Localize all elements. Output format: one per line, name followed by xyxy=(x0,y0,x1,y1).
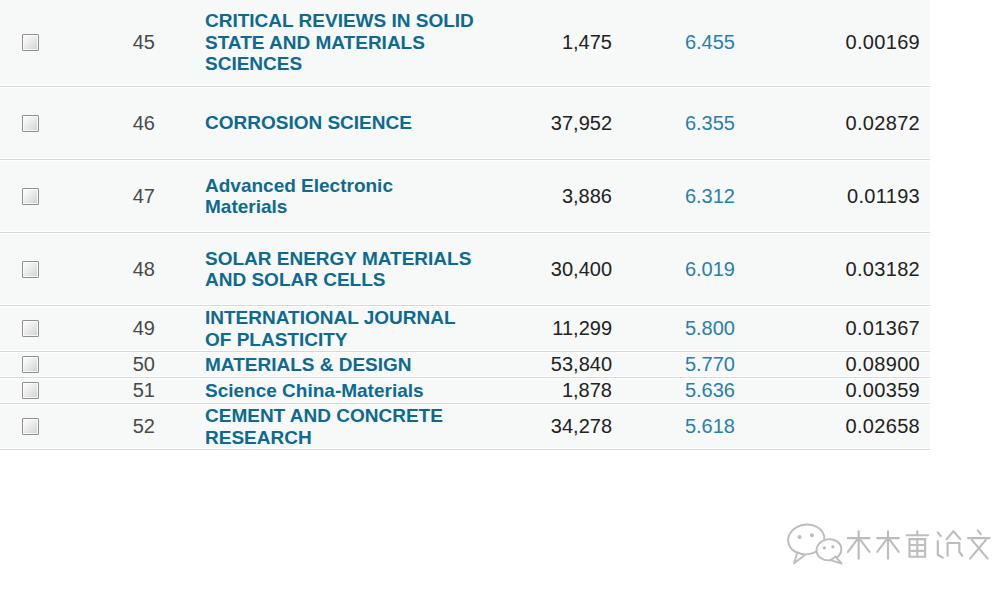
journal-name-cell: CEMENT AND CONCRETE RESEARCH xyxy=(205,405,505,448)
row-checkbox[interactable] xyxy=(22,261,39,278)
row-checkbox[interactable] xyxy=(22,34,39,51)
journal-table: 45 CRITICAL REVIEWS IN SOLID STATE AND M… xyxy=(0,0,930,450)
impact-factor-cell: 5.636 xyxy=(612,379,735,402)
row-divider xyxy=(0,159,930,160)
impact-factor-link[interactable]: 5.800 xyxy=(685,317,735,339)
journal-name-link[interactable]: CRITICAL REVIEWS IN SOLID STATE AND MATE… xyxy=(205,10,474,75)
wechat-icon xyxy=(783,515,847,574)
row-divider xyxy=(0,403,930,404)
watermark-text xyxy=(845,526,992,564)
rank-value: 49 xyxy=(60,317,155,340)
select-cell xyxy=(0,356,60,373)
row-checkbox[interactable] xyxy=(22,115,39,132)
table-row: 52 CEMENT AND CONCRETE RESEARCH 34,278 5… xyxy=(0,405,930,448)
journal-name-cell: SOLAR ENERGY MATERIALS AND SOLAR CELLS xyxy=(205,248,505,291)
rank-value: 50 xyxy=(60,353,155,376)
total-cites-value: 11,299 xyxy=(505,317,612,340)
journal-name-link[interactable]: CORROSION SCIENCE xyxy=(205,112,412,134)
impact-factor-cell: 5.618 xyxy=(612,415,735,438)
select-cell xyxy=(0,418,60,435)
journal-name-link[interactable]: INTERNATIONAL JOURNAL OF PLASTICITY xyxy=(205,307,456,350)
total-cites-value: 37,952 xyxy=(505,112,612,135)
select-cell xyxy=(0,382,60,399)
table-row: 47 Advanced Electronic Materials 3,886 6… xyxy=(0,161,930,231)
impact-factor-cell: 5.800 xyxy=(612,317,735,340)
impact-factor-cell: 6.312 xyxy=(612,185,735,208)
select-cell xyxy=(0,188,60,205)
eigenfactor-value: 0.00169 xyxy=(735,31,920,54)
eigenfactor-value: 0.03182 xyxy=(735,258,920,281)
total-cites-value: 34,278 xyxy=(505,415,612,438)
row-divider xyxy=(0,351,930,352)
rank-value: 51 xyxy=(60,379,155,402)
row-divider xyxy=(0,86,930,87)
row-checkbox[interactable] xyxy=(22,382,39,399)
row-divider xyxy=(0,305,930,306)
rank-value: 47 xyxy=(60,185,155,208)
eigenfactor-value: 0.08900 xyxy=(735,353,920,376)
journal-name-cell: Advanced Electronic Materials xyxy=(205,175,505,218)
total-cites-value: 1,878 xyxy=(505,379,612,402)
eigenfactor-value: 0.01367 xyxy=(735,317,920,340)
impact-factor-link[interactable]: 6.455 xyxy=(685,31,735,53)
journal-name-link[interactable]: SOLAR ENERGY MATERIALS AND SOLAR CELLS xyxy=(205,248,471,291)
table-row: 50 MATERIALS & DESIGN 53,840 5.770 0.089… xyxy=(0,353,930,376)
rank-value: 52 xyxy=(60,415,155,438)
impact-factor-cell: 5.770 xyxy=(612,353,735,376)
journal-name-link[interactable]: Advanced Electronic Materials xyxy=(205,175,393,218)
row-checkbox[interactable] xyxy=(22,320,39,337)
table-row: 51 Science China-Materials 1,878 5.636 0… xyxy=(0,379,930,402)
impact-factor-link[interactable]: 5.636 xyxy=(685,379,735,401)
rank-value: 45 xyxy=(60,31,155,54)
select-cell xyxy=(0,261,60,278)
total-cites-value: 30,400 xyxy=(505,258,612,281)
eigenfactor-value: 0.02658 xyxy=(735,415,920,438)
journal-name-cell: MATERIALS & DESIGN xyxy=(205,354,505,376)
watermark xyxy=(786,512,992,578)
journal-ranking-page: 45 CRITICAL REVIEWS IN SOLID STATE AND M… xyxy=(0,0,992,593)
total-cites-value: 53,840 xyxy=(505,353,612,376)
table-row: 45 CRITICAL REVIEWS IN SOLID STATE AND M… xyxy=(0,0,930,85)
select-cell xyxy=(0,34,60,51)
row-checkbox[interactable] xyxy=(22,356,39,373)
journal-name-cell: INTERNATIONAL JOURNAL OF PLASTICITY xyxy=(205,307,505,350)
journal-name-link[interactable]: CEMENT AND CONCRETE RESEARCH xyxy=(205,405,443,448)
rank-value: 48 xyxy=(60,258,155,281)
total-cites-value: 3,886 xyxy=(505,185,612,208)
journal-name-cell: CORROSION SCIENCE xyxy=(205,112,505,134)
select-cell xyxy=(0,115,60,132)
journal-name-cell: Science China-Materials xyxy=(205,380,505,402)
journal-name-link[interactable]: Science China-Materials xyxy=(205,380,424,402)
impact-factor-cell: 6.355 xyxy=(612,112,735,135)
select-cell xyxy=(0,320,60,337)
row-divider xyxy=(0,232,930,233)
impact-factor-link[interactable]: 5.618 xyxy=(685,415,735,437)
journal-name-cell: CRITICAL REVIEWS IN SOLID STATE AND MATE… xyxy=(205,10,505,75)
eigenfactor-value: 0.00359 xyxy=(735,379,920,402)
eigenfactor-value: 0.02872 xyxy=(735,112,920,135)
journal-name-link[interactable]: MATERIALS & DESIGN xyxy=(205,354,412,376)
row-checkbox[interactable] xyxy=(22,188,39,205)
impact-factor-link[interactable]: 6.019 xyxy=(685,258,735,280)
total-cites-value: 1,475 xyxy=(505,31,612,54)
impact-factor-cell: 6.019 xyxy=(612,258,735,281)
eigenfactor-value: 0.01193 xyxy=(735,185,920,208)
impact-factor-cell: 6.455 xyxy=(612,31,735,54)
row-divider xyxy=(0,449,930,450)
row-divider xyxy=(0,377,930,378)
table-row: 49 INTERNATIONAL JOURNAL OF PLASTICITY 1… xyxy=(0,307,930,350)
impact-factor-link[interactable]: 5.770 xyxy=(685,353,735,375)
impact-factor-link[interactable]: 6.312 xyxy=(685,185,735,207)
rank-value: 46 xyxy=(60,112,155,135)
table-row: 46 CORROSION SCIENCE 37,952 6.355 0.0287… xyxy=(0,88,930,158)
table-row: 48 SOLAR ENERGY MATERIALS AND SOLAR CELL… xyxy=(0,234,930,304)
impact-factor-link[interactable]: 6.355 xyxy=(685,112,735,134)
row-checkbox[interactable] xyxy=(22,418,39,435)
